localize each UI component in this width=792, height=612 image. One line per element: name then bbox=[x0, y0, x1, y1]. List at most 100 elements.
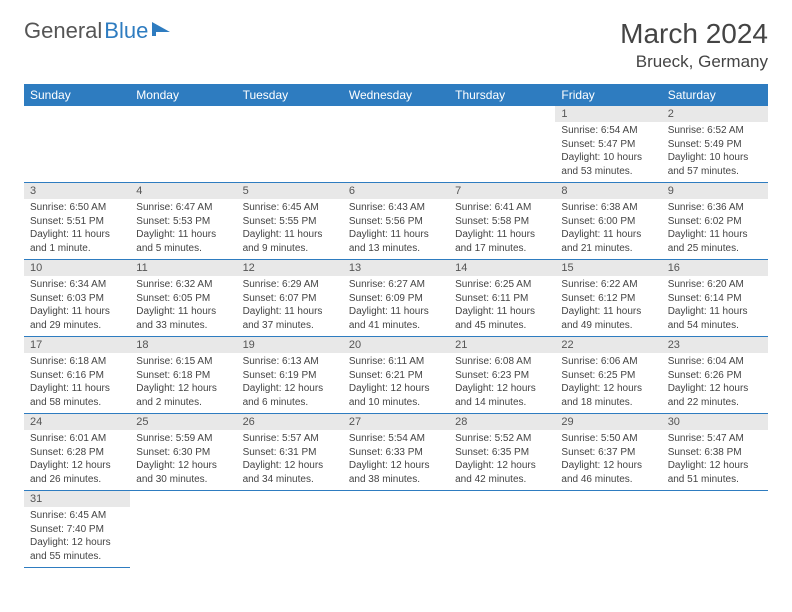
daylight-line: Daylight: 12 hours and 42 minutes. bbox=[455, 459, 549, 486]
sunset-line: Sunset: 6:02 PM bbox=[668, 215, 762, 229]
day-number-cell: 16 bbox=[662, 260, 768, 277]
sunset-line: Sunset: 6:37 PM bbox=[561, 446, 655, 460]
sunrise-line: Sunrise: 6:43 AM bbox=[349, 201, 443, 215]
location: Brueck, Germany bbox=[620, 52, 768, 72]
daynum-row: 17181920212223 bbox=[24, 337, 768, 354]
sunrise-line: Sunrise: 6:36 AM bbox=[668, 201, 762, 215]
sunrise-line: Sunrise: 5:57 AM bbox=[243, 432, 337, 446]
logo: GeneralBlue bbox=[24, 18, 172, 44]
day-number-cell: 8 bbox=[555, 183, 661, 200]
sunset-line: Sunset: 6:11 PM bbox=[455, 292, 549, 306]
sunrise-line: Sunrise: 6:47 AM bbox=[136, 201, 230, 215]
sunset-line: Sunset: 6:03 PM bbox=[30, 292, 124, 306]
day-detail-cell bbox=[662, 507, 768, 568]
weekday-header: Tuesday bbox=[237, 84, 343, 106]
day-number-cell: 23 bbox=[662, 337, 768, 354]
day-number-cell: 22 bbox=[555, 337, 661, 354]
sunset-line: Sunset: 6:26 PM bbox=[668, 369, 762, 383]
sunset-line: Sunset: 6:30 PM bbox=[136, 446, 230, 460]
daylight-line: Daylight: 12 hours and 51 minutes. bbox=[668, 459, 762, 486]
sunrise-line: Sunrise: 6:32 AM bbox=[136, 278, 230, 292]
day-number-cell bbox=[24, 106, 130, 122]
day-detail-cell: Sunrise: 6:45 AMSunset: 5:55 PMDaylight:… bbox=[237, 199, 343, 260]
daylight-line: Daylight: 12 hours and 55 minutes. bbox=[30, 536, 124, 563]
day-detail-cell: Sunrise: 6:54 AMSunset: 5:47 PMDaylight:… bbox=[555, 122, 661, 183]
day-number-cell bbox=[449, 106, 555, 122]
daylight-line: Daylight: 11 hours and 37 minutes. bbox=[243, 305, 337, 332]
sunrise-line: Sunrise: 6:20 AM bbox=[668, 278, 762, 292]
day-detail-cell: Sunrise: 6:08 AMSunset: 6:23 PMDaylight:… bbox=[449, 353, 555, 414]
day-detail-cell: Sunrise: 6:50 AMSunset: 5:51 PMDaylight:… bbox=[24, 199, 130, 260]
daylight-line: Daylight: 10 hours and 53 minutes. bbox=[561, 151, 655, 178]
weekday-header: Saturday bbox=[662, 84, 768, 106]
sunrise-line: Sunrise: 6:11 AM bbox=[349, 355, 443, 369]
day-detail-cell: Sunrise: 5:47 AMSunset: 6:38 PMDaylight:… bbox=[662, 430, 768, 491]
detail-row: Sunrise: 6:50 AMSunset: 5:51 PMDaylight:… bbox=[24, 199, 768, 260]
day-number-cell: 15 bbox=[555, 260, 661, 277]
daylight-line: Daylight: 11 hours and 17 minutes. bbox=[455, 228, 549, 255]
daynum-row: 31 bbox=[24, 491, 768, 508]
day-number-cell: 7 bbox=[449, 183, 555, 200]
day-number-cell bbox=[130, 106, 236, 122]
sunrise-line: Sunrise: 6:25 AM bbox=[455, 278, 549, 292]
sunset-line: Sunset: 5:53 PM bbox=[136, 215, 230, 229]
day-number-cell: 9 bbox=[662, 183, 768, 200]
daylight-line: Daylight: 12 hours and 10 minutes. bbox=[349, 382, 443, 409]
weekday-header: Wednesday bbox=[343, 84, 449, 106]
day-detail-cell: Sunrise: 6:45 AMSunset: 7:40 PMDaylight:… bbox=[24, 507, 130, 568]
day-detail-cell: Sunrise: 6:41 AMSunset: 5:58 PMDaylight:… bbox=[449, 199, 555, 260]
day-detail-cell: Sunrise: 6:06 AMSunset: 6:25 PMDaylight:… bbox=[555, 353, 661, 414]
weekday-header: Friday bbox=[555, 84, 661, 106]
day-number-cell: 12 bbox=[237, 260, 343, 277]
day-detail-cell bbox=[343, 507, 449, 568]
sunrise-line: Sunrise: 6:29 AM bbox=[243, 278, 337, 292]
daynum-row: 12 bbox=[24, 106, 768, 122]
flag-icon bbox=[152, 18, 172, 44]
day-detail-cell: Sunrise: 6:18 AMSunset: 6:16 PMDaylight:… bbox=[24, 353, 130, 414]
day-detail-cell bbox=[449, 122, 555, 183]
calendar-body: 12Sunrise: 6:54 AMSunset: 5:47 PMDayligh… bbox=[24, 106, 768, 568]
sunset-line: Sunset: 6:38 PM bbox=[668, 446, 762, 460]
daylight-line: Daylight: 12 hours and 6 minutes. bbox=[243, 382, 337, 409]
day-number-cell: 17 bbox=[24, 337, 130, 354]
sunset-line: Sunset: 6:28 PM bbox=[30, 446, 124, 460]
daylight-line: Daylight: 11 hours and 58 minutes. bbox=[30, 382, 124, 409]
day-number-cell: 5 bbox=[237, 183, 343, 200]
weekday-header: Thursday bbox=[449, 84, 555, 106]
sunrise-line: Sunrise: 6:01 AM bbox=[30, 432, 124, 446]
day-number-cell bbox=[343, 106, 449, 122]
day-detail-cell: Sunrise: 6:34 AMSunset: 6:03 PMDaylight:… bbox=[24, 276, 130, 337]
day-detail-cell: Sunrise: 5:50 AMSunset: 6:37 PMDaylight:… bbox=[555, 430, 661, 491]
daylight-line: Daylight: 10 hours and 57 minutes. bbox=[668, 151, 762, 178]
day-number-cell: 14 bbox=[449, 260, 555, 277]
sunrise-line: Sunrise: 5:50 AM bbox=[561, 432, 655, 446]
day-number-cell: 3 bbox=[24, 183, 130, 200]
daylight-line: Daylight: 11 hours and 21 minutes. bbox=[561, 228, 655, 255]
day-number-cell: 18 bbox=[130, 337, 236, 354]
day-number-cell: 1 bbox=[555, 106, 661, 122]
day-detail-cell: Sunrise: 6:36 AMSunset: 6:02 PMDaylight:… bbox=[662, 199, 768, 260]
logo-text-general: General bbox=[24, 18, 102, 44]
daylight-line: Daylight: 12 hours and 46 minutes. bbox=[561, 459, 655, 486]
sunset-line: Sunset: 5:55 PM bbox=[243, 215, 337, 229]
daylight-line: Daylight: 11 hours and 49 minutes. bbox=[561, 305, 655, 332]
logo-text-blue: Blue bbox=[104, 18, 148, 44]
sunrise-line: Sunrise: 6:22 AM bbox=[561, 278, 655, 292]
daynum-row: 10111213141516 bbox=[24, 260, 768, 277]
sunset-line: Sunset: 6:23 PM bbox=[455, 369, 549, 383]
page-header: GeneralBlue March 2024 Brueck, Germany bbox=[24, 18, 768, 72]
day-detail-cell: Sunrise: 6:38 AMSunset: 6:00 PMDaylight:… bbox=[555, 199, 661, 260]
daylight-line: Daylight: 11 hours and 9 minutes. bbox=[243, 228, 337, 255]
sunset-line: Sunset: 5:56 PM bbox=[349, 215, 443, 229]
day-detail-cell: Sunrise: 5:54 AMSunset: 6:33 PMDaylight:… bbox=[343, 430, 449, 491]
day-detail-cell: Sunrise: 6:43 AMSunset: 5:56 PMDaylight:… bbox=[343, 199, 449, 260]
day-detail-cell: Sunrise: 6:22 AMSunset: 6:12 PMDaylight:… bbox=[555, 276, 661, 337]
day-detail-cell: Sunrise: 6:27 AMSunset: 6:09 PMDaylight:… bbox=[343, 276, 449, 337]
daylight-line: Daylight: 12 hours and 2 minutes. bbox=[136, 382, 230, 409]
daynum-row: 3456789 bbox=[24, 183, 768, 200]
sunset-line: Sunset: 6:09 PM bbox=[349, 292, 443, 306]
day-detail-cell bbox=[130, 122, 236, 183]
day-number-cell bbox=[449, 491, 555, 508]
day-detail-cell bbox=[343, 122, 449, 183]
day-detail-cell: Sunrise: 6:32 AMSunset: 6:05 PMDaylight:… bbox=[130, 276, 236, 337]
